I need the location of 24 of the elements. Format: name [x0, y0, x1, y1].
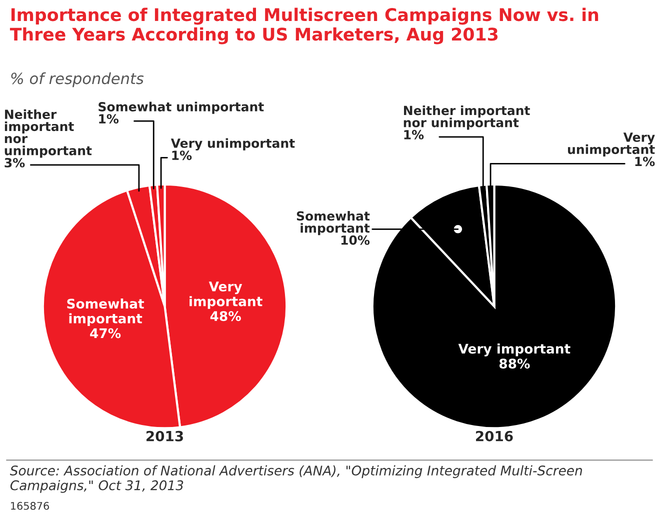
data-label: 10% — [341, 235, 370, 245]
slice-label: Very unimportant — [568, 132, 655, 157]
data-label: 3% — [4, 158, 25, 168]
text: 2013 — [146, 430, 183, 442]
data-label: 47% — [90, 328, 121, 338]
slice-label: Neither important nor unimportant — [4, 109, 92, 158]
text: 165876 — [11, 502, 49, 510]
slice-label: Very unimportant — [170, 138, 295, 150]
data-label: 1% — [404, 130, 424, 140]
slice-label: Somewhat important — [67, 298, 144, 326]
data-label: 48% — [210, 311, 241, 322]
slice-label: Very important — [458, 343, 570, 356]
slice-label: Somewhat unimportant — [98, 102, 264, 114]
slice-label: Somewhat important — [296, 210, 370, 236]
text: 2016 — [476, 430, 513, 442]
slice-label: Very important — [190, 282, 262, 309]
data-label: 88% — [499, 358, 530, 369]
data-label: 1% — [172, 150, 192, 160]
data-label: 1% — [635, 156, 655, 166]
slice-label: Neither important nor unimportant — [404, 106, 530, 130]
chart-subtitle: % of respondents — [11, 72, 144, 88]
data-label: 1% — [99, 114, 119, 124]
source-note: Source: Association of National Advertisers (ANA), "Optimizing Integrated Multi-Screen Campaigns," Oct 31, 2013 — [10, 465, 582, 493]
chart-title: Importance of Integrated Multiscreen Campaigns Now vs. in Three Years According to US Marketers, Aug 2013 — [10, 8, 598, 44]
